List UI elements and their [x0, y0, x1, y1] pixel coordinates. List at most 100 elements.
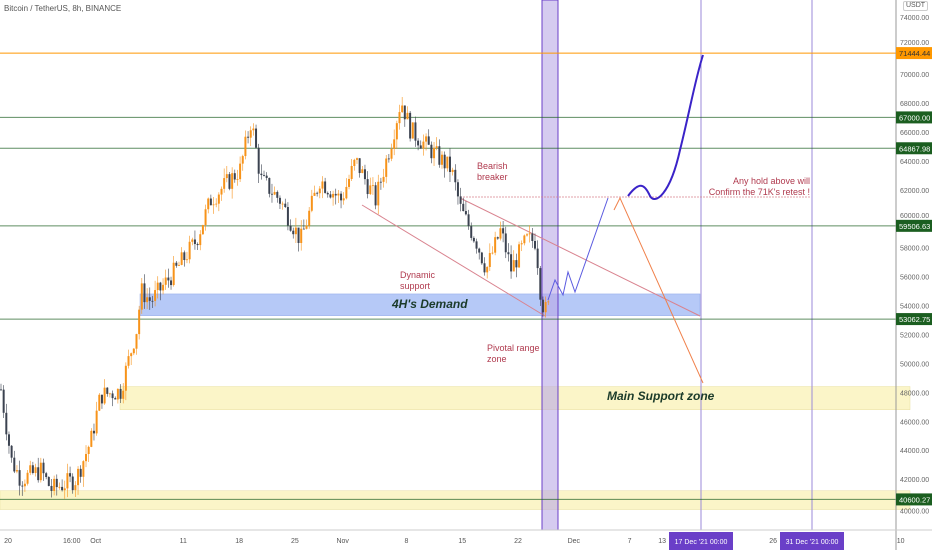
candle-body [188, 241, 191, 260]
candle-body [512, 260, 515, 272]
candle-body [369, 185, 372, 195]
candle-body [385, 158, 388, 177]
candle-body [13, 457, 16, 472]
time-tick-label: 11 [180, 538, 187, 545]
candle-body [217, 194, 220, 204]
dynamic-support-line [361, 204, 546, 317]
candle-body [127, 356, 130, 366]
price-tick-label: 56000.00 [900, 275, 929, 282]
candle-body [286, 207, 289, 226]
price-tick-label: 44000.00 [900, 448, 929, 455]
price-level-tag [896, 493, 932, 506]
candle-body [148, 297, 151, 301]
candle-body [180, 252, 183, 265]
candle-body [58, 486, 61, 488]
candle-body [204, 209, 207, 226]
time-tick-label: Dec [568, 538, 581, 545]
candle-body [310, 195, 313, 211]
candle-body [233, 173, 236, 180]
candle-body [488, 253, 491, 267]
price-level-label: 53062.75 [899, 315, 930, 324]
candle-body [329, 194, 332, 198]
candle-body [334, 193, 337, 196]
candle-body [212, 204, 215, 206]
candle-body [433, 147, 436, 159]
candle-body [146, 297, 149, 303]
candle-body [361, 169, 364, 174]
candle-body [486, 266, 489, 273]
candle-body [379, 181, 382, 183]
date-marker-tag [780, 532, 844, 550]
candle-body [544, 302, 547, 313]
candle-body [100, 394, 103, 404]
candle-body [23, 483, 26, 487]
candle-body [228, 174, 231, 189]
candle-body [494, 237, 497, 253]
bearish-breaker-note: Bearish breaker [477, 161, 508, 182]
price-tick-label: 52000.00 [900, 332, 929, 339]
candle-body [151, 300, 154, 302]
candle-body [37, 467, 40, 481]
candle-body [15, 470, 18, 472]
candle-body [350, 165, 353, 179]
candle-body [53, 478, 56, 491]
price-tick-label: 64000.00 [900, 159, 929, 166]
time-tick-label: 16:00 [63, 538, 81, 545]
candle-body [345, 186, 348, 199]
price-level-tag [896, 111, 932, 124]
candle-body [71, 476, 74, 491]
support-zone-label: Main Support zone [607, 389, 715, 403]
candle-body [443, 154, 446, 169]
price-tick-label: 68000.00 [900, 101, 929, 108]
candle-body [265, 175, 268, 178]
currency-label[interactable]: USDT [903, 1, 929, 11]
price-tick-label: 66000.00 [900, 130, 929, 137]
time-tick-label: Oct [90, 538, 101, 545]
candle-body [480, 252, 483, 264]
candle-body [196, 244, 199, 246]
candle-body [547, 301, 550, 303]
candle-body [55, 478, 58, 488]
candle-body [172, 262, 175, 286]
candle-body [366, 179, 369, 195]
candle-body [393, 139, 396, 149]
candle-body [90, 430, 93, 447]
candle-body [499, 228, 502, 239]
candle-body [289, 225, 292, 231]
candle-body [371, 185, 374, 187]
zone-1 [119, 386, 911, 410]
candle-body [302, 228, 305, 230]
candle-body [398, 112, 401, 124]
candle-body [305, 225, 308, 229]
candle-body [177, 264, 180, 266]
candle-body [507, 252, 510, 255]
candle-body [92, 430, 95, 434]
pivotal-range-band [541, 0, 559, 531]
chart-title: Bitcoin / TetherUS, 8h, BINANCE [4, 4, 122, 13]
bullish-target-curve [627, 54, 704, 200]
candle-body [411, 122, 414, 139]
price-tick-label: 54000.00 [900, 304, 929, 311]
candle-body [207, 198, 210, 210]
candle-body [159, 282, 162, 291]
candle-body [175, 262, 178, 266]
candle-body [518, 244, 521, 268]
candle-body [193, 239, 196, 245]
candle-body [167, 277, 170, 281]
date-marker-tag [669, 532, 733, 550]
candle-body [34, 467, 37, 473]
candle-body [438, 146, 441, 165]
price-tick-label: 72000.00 [900, 40, 929, 47]
candle-body [249, 130, 252, 138]
candle-body [475, 241, 478, 249]
date-marker-label: 17 Dec '21 00:00 [675, 539, 728, 546]
price-tick-label: 60000.00 [900, 213, 929, 220]
candle-body [236, 179, 239, 180]
bearish-trendline [459, 197, 701, 317]
price-tick-label: 40000.00 [900, 508, 929, 515]
candle-body [241, 156, 244, 164]
candle-body [29, 465, 32, 473]
candle-body [0, 389, 2, 391]
